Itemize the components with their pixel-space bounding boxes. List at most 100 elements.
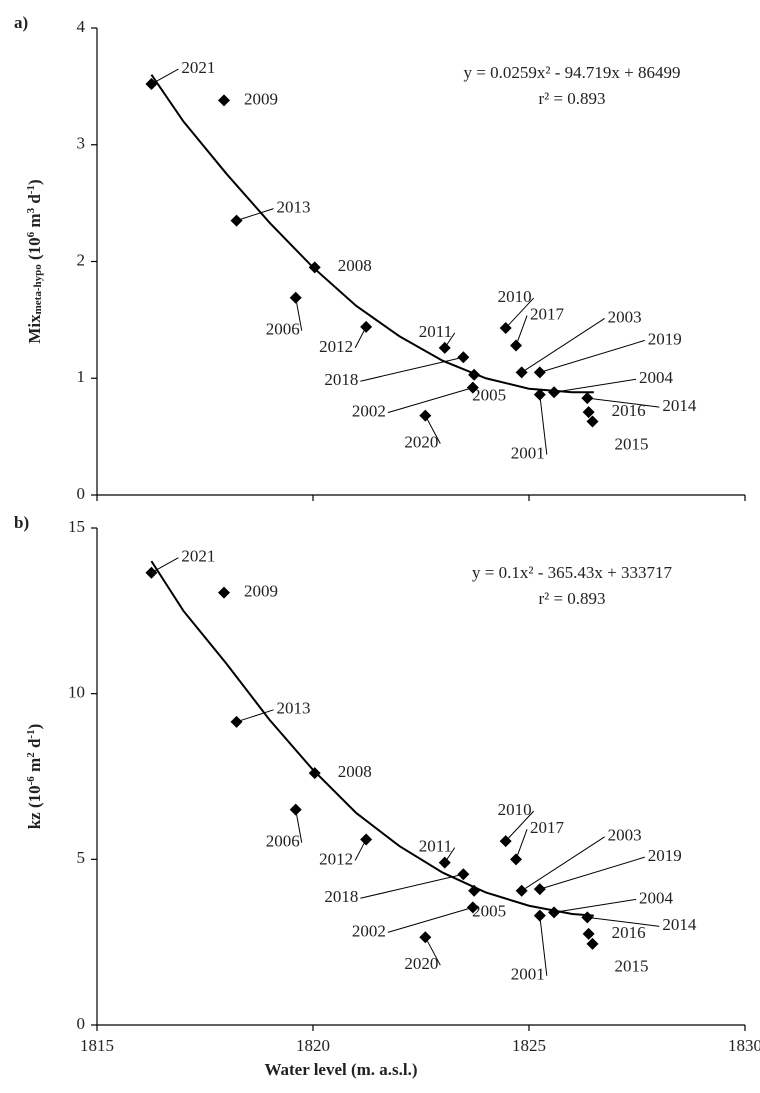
y-axis-title-part: Mix [25,314,44,344]
y-axis-title-part: m [25,213,44,231]
point [468,884,481,897]
leader-line [354,839,367,861]
leader-line [587,397,660,408]
leader-line [539,856,645,890]
point [586,937,599,950]
point-label: 2020 [404,433,438,452]
point-label: 2013 [277,699,311,718]
y-axis-title-part: -1 [25,185,37,194]
point-label: 2006 [266,320,300,339]
y-tick-label: 0 [77,484,86,503]
point [218,586,231,599]
point-label: 2020 [404,954,438,973]
point-label: 2017 [530,818,565,837]
point-label: 2001 [511,444,545,463]
point-label: 2004 [639,888,674,907]
point-label: 2018 [324,370,358,389]
leader-line [295,809,303,843]
leader-line [387,387,473,414]
equation: y = 0.0259x² - 94.719x + 86499 [464,63,681,82]
y-tick-label: 2 [77,250,86,269]
y-axis-title-part: (10 [25,237,44,264]
leader-line [539,339,645,373]
y-axis-title: kz (10-6 m2 d-1) [25,724,44,830]
x-tick-label: 1830 [728,1036,760,1055]
leader-line [515,829,528,860]
leader-line [539,394,548,455]
y-axis-title-part: meta-hypo [32,264,44,315]
point [218,94,231,107]
y-axis-title-part: m [25,758,44,776]
point-label: 2009 [244,582,278,601]
leader-line [521,836,605,892]
leader-line [553,378,637,393]
point [308,261,321,274]
leader-line [295,297,303,331]
leader-line [587,916,660,927]
y-tick-label: 5 [77,848,86,867]
y-axis-title-part: 2 [25,752,37,758]
leader-line [505,297,535,329]
y-axis-title-part: -6 [25,776,37,786]
leader-line [424,936,441,966]
x-axis-title: Water level (m. a.s.l.) [264,1060,417,1079]
point-label: 2021 [181,547,215,566]
point-label: 2009 [244,89,278,108]
point-label: 2006 [266,832,300,851]
point-label: 2011 [419,322,452,341]
point [468,368,481,381]
x-tick-label: 1820 [296,1036,330,1055]
point-label: 2016 [612,923,646,942]
leader-line [236,208,274,222]
y-tick-label: 3 [77,134,86,153]
y-tick-label: 1 [77,367,86,386]
point-label: 2008 [338,256,372,275]
panel-label: a) [14,13,28,32]
point-label: 2001 [511,965,545,984]
point-label: 2002 [352,921,386,940]
point-label: 2014 [662,396,697,415]
x-tick-label: 1825 [512,1036,546,1055]
point-label: 2018 [324,887,358,906]
point [586,415,599,428]
point-label: 2003 [608,307,642,326]
point-label: 2003 [608,826,642,845]
point-label: 2005 [472,386,506,405]
point-label: 2008 [338,762,372,781]
point-label: 2014 [662,915,697,934]
y-axis-title-part: ) [25,724,44,730]
leader-line [444,332,456,349]
y-tick-label: 0 [77,1014,86,1033]
leader-line [360,873,464,899]
trendline [150,74,594,394]
leader-line [444,847,456,863]
point [582,927,595,940]
y-axis-title: Mixmeta-hypo (106 m3 d-1) [25,179,45,343]
y-tick-label: 15 [68,517,85,536]
point-label: 2015 [615,434,649,453]
y-axis-title-part: d [25,738,44,752]
leader-line [236,709,274,723]
y-axis-title-part: kz [25,812,44,829]
leader-line [387,906,473,933]
point [308,767,321,780]
y-axis-title-part: d [25,194,44,208]
point-label: 2013 [277,198,311,217]
r-squared: r² = 0.893 [538,89,605,108]
trendline [150,560,594,917]
point-label: 2012 [319,337,353,356]
leader-line [553,898,637,913]
y-axis-title-part: -1 [25,729,37,738]
y-tick-label: 4 [77,17,86,36]
y-axis-title-part: 6 [25,231,37,237]
point-label: 2010 [498,800,532,819]
point-label: 2021 [181,58,215,77]
leader-line [515,315,528,346]
point-label: 2012 [319,849,353,868]
leader-line [505,810,535,842]
y-tick-label: 10 [68,683,85,702]
leader-line [151,68,179,85]
point-label: 2011 [419,837,452,856]
point-label: 2005 [472,902,506,921]
